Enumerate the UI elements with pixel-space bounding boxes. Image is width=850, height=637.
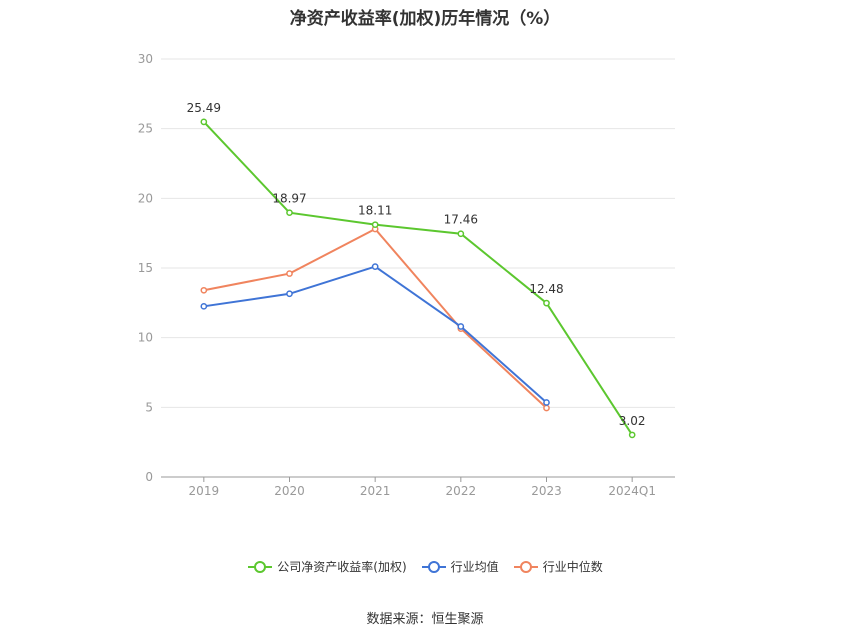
data-point (457, 230, 465, 238)
x-tick-label: 2020 (274, 484, 305, 498)
y-tick-label: 30 (138, 52, 153, 66)
legend-item[interactable]: 公司净资产收益率(加权) (247, 558, 407, 575)
legend-item[interactable]: 行业中位数 (513, 558, 603, 575)
legend-swatch (421, 560, 446, 573)
legend-label: 行业均值 (450, 560, 499, 574)
y-tick-label: 0 (145, 470, 153, 484)
x-tick-label: 2021 (360, 484, 391, 498)
data-label: 12.48 (529, 282, 563, 296)
data-label: 18.97 (272, 192, 306, 206)
axes: 0 5 10 15 20 25 30 2019 2020 2021 2022 2023 2024Q1 (138, 52, 675, 498)
x-tick-label: 2019 (189, 484, 220, 498)
data-point (371, 221, 379, 229)
legend-item[interactable]: 行业均值 (421, 558, 499, 575)
data-point (286, 209, 293, 217)
data-point (286, 290, 293, 298)
data-point (543, 299, 550, 307)
data-point (543, 404, 550, 412)
data-label: 18.11 (358, 204, 392, 218)
data-point (543, 399, 550, 406)
data-point (371, 263, 379, 270)
y-tick-label: 10 (138, 331, 153, 345)
legend-label: 公司净资产收益率(加权) (277, 560, 407, 574)
y-tick-label: 15 (138, 261, 153, 275)
series-line (203, 121, 634, 436)
source-note: 数据来源：恒生聚源 (366, 612, 484, 627)
x-tick-label: 2023 (531, 484, 562, 498)
data-point (200, 118, 208, 126)
legend-swatch (513, 560, 538, 573)
legend-label: 行业中位数 (542, 560, 603, 574)
series-line (203, 227, 548, 409)
x-tick-label: 2024Q1 (608, 484, 656, 498)
data-point (628, 431, 636, 439)
y-tick-label: 25 (138, 122, 153, 136)
data-label: 17.46 (444, 213, 478, 227)
legend-swatch (248, 560, 273, 573)
gridlines (161, 58, 675, 408)
series-line (203, 265, 548, 404)
series-lines (200, 118, 636, 439)
y-tick-label: 20 (138, 191, 153, 205)
legend: 公司净资产收益率(加权) 行业均值 行业中位数 (0, 558, 850, 575)
data-point (200, 286, 208, 294)
data-label: 25.49 (187, 101, 221, 115)
data-point (200, 302, 208, 310)
x-tick-label: 2022 (446, 484, 477, 498)
data-point (286, 270, 293, 277)
chart-title: 净资产收益率(加权)历年情况（%） (289, 9, 561, 29)
data-labels: 25.49 18.97 18.11 17.46 12.48 3.02 (187, 101, 646, 428)
data-label: 3.02 (619, 414, 646, 428)
y-tick-label: 5 (145, 400, 153, 414)
data-point (457, 323, 465, 330)
